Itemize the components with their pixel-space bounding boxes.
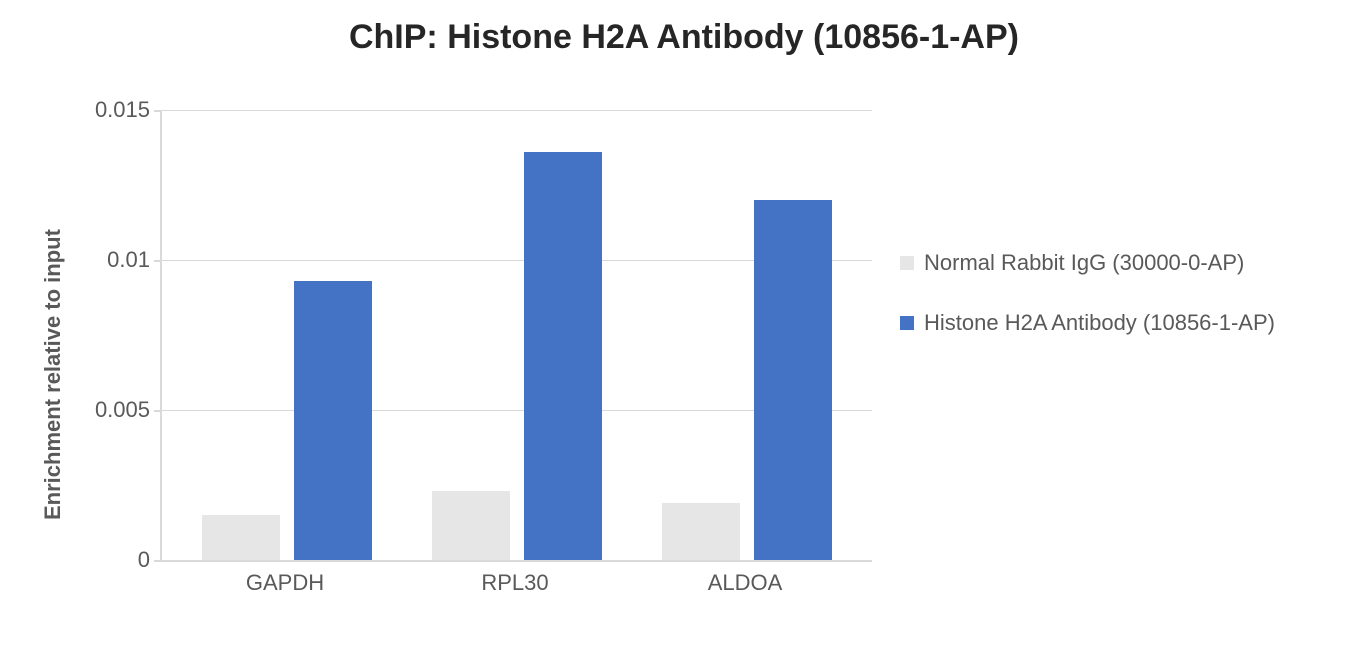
bar-aldoa-series-0 <box>662 503 740 560</box>
plot-area <box>160 110 872 562</box>
gridline <box>162 110 872 111</box>
legend-label: Normal Rabbit IgG (30000-0-AP) <box>924 250 1244 276</box>
y-tick-mark <box>154 560 162 562</box>
y-tick-label: 0.015 <box>70 97 150 123</box>
y-tick-mark <box>154 110 162 112</box>
legend-swatch-icon <box>900 316 914 330</box>
bar-rpl30-series-0 <box>432 491 510 560</box>
legend-label: Histone H2A Antibody (10856-1-AP) <box>924 310 1275 336</box>
chart-title: ChIP: Histone H2A Antibody (10856-1-AP) <box>0 18 1368 57</box>
legend: Normal Rabbit IgG (30000-0-AP) Histone H2… <box>900 250 1340 370</box>
chart-container: ChIP: Histone H2A Antibody (10856-1-AP) … <box>0 0 1368 652</box>
bar-gapdh-series-0 <box>202 515 280 560</box>
legend-swatch-icon <box>900 256 914 270</box>
legend-item: Normal Rabbit IgG (30000-0-AP) <box>900 250 1340 276</box>
y-tick-label: 0.005 <box>70 397 150 423</box>
bar-aldoa-series-1 <box>754 200 832 560</box>
y-tick-mark <box>154 260 162 262</box>
y-tick-label: 0.01 <box>70 247 150 273</box>
y-tick-label: 0 <box>70 547 150 573</box>
x-tick-label: ALDOA <box>660 570 830 596</box>
x-tick-label: GAPDH <box>200 570 370 596</box>
x-tick-label: RPL30 <box>430 570 600 596</box>
bar-gapdh-series-1 <box>294 281 372 560</box>
y-tick-mark <box>154 410 162 412</box>
bar-rpl30-series-1 <box>524 152 602 560</box>
y-axis-label: Enrichment relative to input <box>40 229 66 520</box>
legend-item: Histone H2A Antibody (10856-1-AP) <box>900 310 1340 336</box>
